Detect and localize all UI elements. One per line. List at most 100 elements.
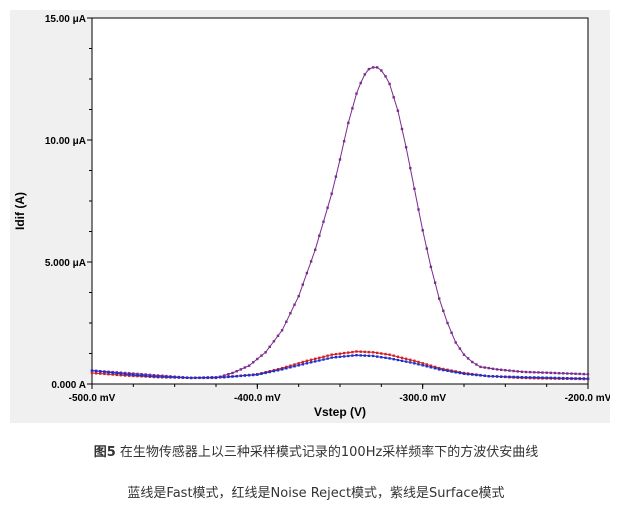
data-point (429, 265, 433, 269)
data-point (252, 373, 255, 377)
data-point (136, 372, 139, 376)
data-point (252, 361, 255, 364)
data-point (314, 360, 317, 363)
data-point (371, 354, 375, 358)
data-point (524, 370, 528, 374)
data-point (342, 351, 346, 355)
data-point (123, 373, 127, 376)
plot-area (91, 17, 589, 385)
data-point (504, 369, 507, 372)
data-point (194, 376, 197, 379)
data-point (227, 373, 230, 376)
data-point (400, 127, 404, 131)
data-point (297, 364, 300, 367)
data-point (562, 372, 565, 375)
data-point (132, 373, 135, 377)
data-point (557, 372, 561, 375)
data-point (351, 350, 354, 354)
data-point (190, 376, 193, 380)
data-point (380, 356, 383, 359)
data-point (429, 364, 433, 367)
data-point (582, 377, 586, 380)
data-point (318, 356, 321, 359)
data-point (351, 354, 354, 357)
data-point (322, 355, 325, 358)
data-point (351, 107, 354, 110)
data-point (586, 377, 590, 380)
data-point (276, 369, 280, 372)
data-point (243, 374, 247, 377)
data-point (90, 371, 94, 375)
data-point (578, 377, 581, 380)
data-point (322, 220, 325, 223)
data-point (144, 373, 147, 376)
data-point (417, 208, 420, 211)
data-point (169, 375, 172, 379)
data-point (475, 373, 478, 377)
data-point (400, 356, 404, 359)
data-point (111, 371, 114, 375)
data-point (442, 368, 445, 372)
data-point (380, 69, 383, 72)
data-point (438, 368, 441, 371)
data-point (388, 82, 391, 86)
data-point (214, 376, 218, 379)
data-point (272, 340, 276, 343)
y-tick-label: 0.000 A (51, 380, 86, 391)
data-point (371, 66, 375, 69)
data-point (103, 370, 106, 374)
data-point (165, 375, 168, 379)
x-axis: -500.0 mV -400.0 mV -300.0 mV -200.0 mV (69, 384, 610, 404)
data-point (392, 354, 395, 357)
data-point (491, 367, 495, 370)
data-point (574, 372, 577, 375)
data-point (272, 369, 276, 373)
data-point (528, 370, 532, 374)
data-point (173, 376, 176, 379)
data-point (570, 377, 573, 380)
data-point (367, 67, 371, 71)
data-point (330, 356, 333, 359)
data-point (231, 371, 234, 375)
data-point (318, 359, 321, 362)
data-point (119, 374, 123, 377)
data-point (508, 375, 511, 378)
data-point (537, 371, 540, 374)
x-axis-label: Vstep (V) (314, 405, 366, 419)
data-point (90, 369, 94, 372)
data-point (185, 376, 189, 379)
data-point (297, 295, 300, 298)
data-point (342, 355, 346, 358)
data-point (309, 358, 313, 361)
data-point (574, 377, 577, 380)
data-point (425, 247, 428, 250)
data-point (99, 370, 102, 373)
data-point (438, 297, 441, 300)
data-point (260, 372, 263, 375)
data-point (487, 375, 490, 378)
data-point (425, 365, 428, 368)
data-point (520, 376, 524, 379)
data-point (94, 372, 98, 375)
y-axis-label: Idif (A) (13, 192, 27, 230)
data-point (541, 376, 544, 379)
data-point (537, 376, 540, 379)
data-point (549, 371, 552, 375)
data-point (260, 354, 263, 357)
data-point (144, 374, 147, 377)
data-point (524, 376, 528, 379)
data-point (570, 372, 573, 375)
data-point (338, 352, 342, 355)
data-point (355, 354, 358, 357)
data-point (161, 375, 164, 378)
data-point (218, 376, 222, 379)
data-point (376, 351, 379, 355)
data-point (239, 368, 242, 371)
data-point (500, 368, 503, 371)
data-point (400, 359, 404, 362)
data-point (235, 370, 238, 373)
data-point (566, 377, 569, 380)
data-point (289, 312, 292, 315)
data-point (433, 281, 437, 284)
data-point (495, 375, 499, 378)
